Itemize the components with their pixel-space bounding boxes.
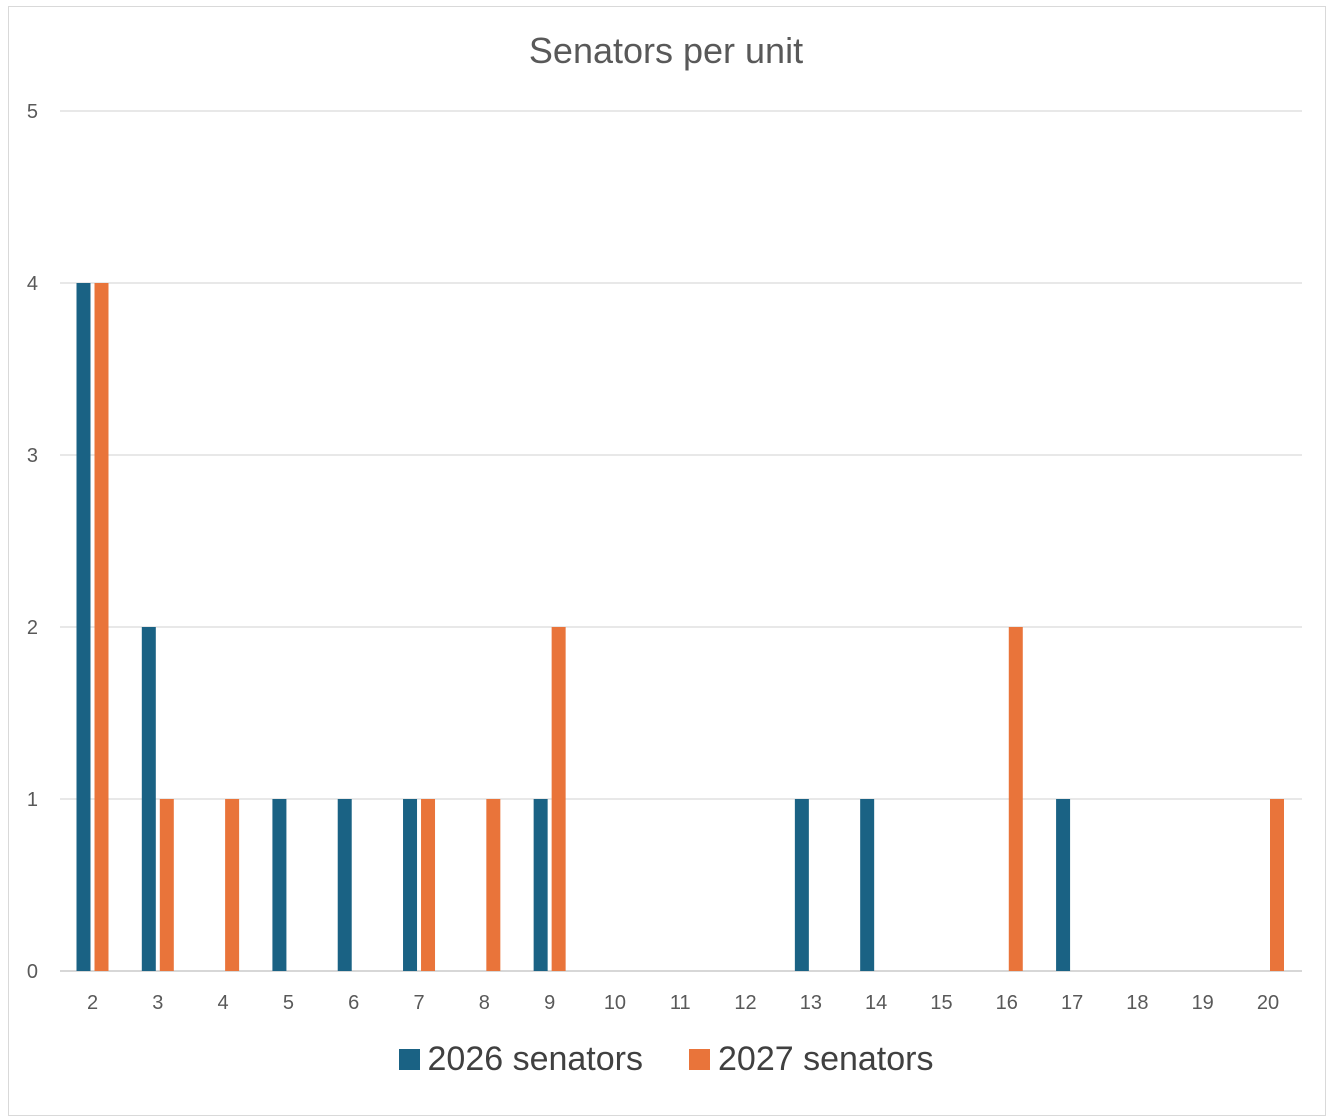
bar-series-1 (337, 799, 352, 971)
x-tick-label: 16 (996, 992, 1018, 1014)
x-tick-label: 18 (1126, 992, 1148, 1014)
bar-series-2 (1008, 627, 1023, 971)
bar-series-2 (225, 799, 240, 971)
x-tick-label: 19 (1192, 992, 1214, 1014)
legend-label-series-1: 2026 senators (427, 1040, 644, 1078)
bar-series-1 (860, 799, 875, 971)
bar-series-2 (551, 627, 566, 971)
bar-series-1 (272, 799, 287, 971)
bar-series-1 (141, 627, 156, 971)
y-tick-label: 2 (27, 617, 38, 639)
bar-series-2 (486, 799, 501, 971)
x-tick-label: 8 (479, 992, 490, 1014)
x-tick-label: 12 (734, 992, 756, 1014)
x-tick-label: 14 (865, 992, 887, 1014)
x-tick-label: 5 (283, 992, 294, 1014)
chart-title: Senators per unit (528, 30, 804, 71)
bar-series-2 (94, 283, 109, 971)
y-tick-label: 3 (27, 445, 38, 467)
y-tick-label: 4 (27, 273, 38, 295)
x-tick-label: 20 (1257, 992, 1279, 1014)
legend-label-series-2: 2027 senators (718, 1040, 934, 1078)
legend-swatch-series-2 (689, 1049, 710, 1070)
bar-series-2 (159, 799, 174, 971)
x-tick-label: 3 (152, 992, 163, 1014)
bar-series-1 (533, 799, 548, 971)
y-tick-label: 1 (27, 789, 38, 811)
x-tick-label: 9 (544, 992, 555, 1014)
bar-series-1 (1056, 799, 1071, 971)
bar-series-1 (76, 283, 91, 971)
legend-swatch-series-1 (398, 1049, 420, 1070)
x-tick-label: 7 (413, 992, 424, 1014)
bar-series-1 (403, 799, 418, 971)
legend-item-series-2: 2027 senators (689, 1040, 934, 1079)
chart-legend: 2026 senators 2027 senators (0, 1040, 1332, 1079)
x-tick-label: 4 (218, 992, 229, 1014)
bar-series-2 (421, 799, 436, 971)
x-tick-label: 2 (87, 992, 98, 1014)
y-tick-label: 0 (27, 961, 38, 983)
x-tick-label: 10 (604, 992, 626, 1014)
legend-item-series-1: 2026 senators (398, 1040, 644, 1079)
bar-series-2 (1270, 799, 1284, 971)
x-tick-label: 11 (670, 992, 691, 1014)
x-tick-label: 6 (348, 992, 359, 1014)
x-tick-label: 15 (930, 992, 952, 1014)
y-tick-label: 5 (27, 101, 38, 123)
x-tick-label: 13 (800, 992, 822, 1014)
x-tick-label: 17 (1061, 992, 1083, 1014)
bar-series-1 (794, 799, 809, 971)
